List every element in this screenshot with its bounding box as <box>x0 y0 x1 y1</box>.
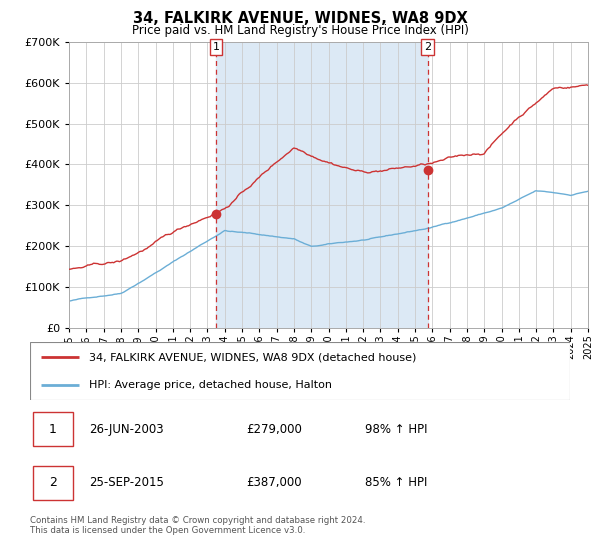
Text: 34, FALKIRK AVENUE, WIDNES, WA8 9DX (detached house): 34, FALKIRK AVENUE, WIDNES, WA8 9DX (det… <box>89 352 417 362</box>
Text: Price paid vs. HM Land Registry's House Price Index (HPI): Price paid vs. HM Land Registry's House … <box>131 24 469 36</box>
Text: 1: 1 <box>212 42 220 52</box>
Text: 2: 2 <box>424 42 431 52</box>
Text: Contains HM Land Registry data © Crown copyright and database right 2024.: Contains HM Land Registry data © Crown c… <box>30 516 365 525</box>
Bar <box>33 465 73 500</box>
Text: £279,000: £279,000 <box>246 423 302 436</box>
Text: HPI: Average price, detached house, Halton: HPI: Average price, detached house, Halt… <box>89 380 332 390</box>
Text: £387,000: £387,000 <box>246 476 302 489</box>
Text: 2: 2 <box>49 476 57 489</box>
Text: 26-JUN-2003: 26-JUN-2003 <box>89 423 164 436</box>
Text: 34, FALKIRK AVENUE, WIDNES, WA8 9DX: 34, FALKIRK AVENUE, WIDNES, WA8 9DX <box>133 11 467 26</box>
Bar <box>33 412 73 446</box>
Text: This data is licensed under the Open Government Licence v3.0.: This data is licensed under the Open Gov… <box>30 526 305 535</box>
Bar <box>216 42 428 328</box>
Text: 1: 1 <box>49 423 57 436</box>
Text: 85% ↑ HPI: 85% ↑ HPI <box>365 476 427 489</box>
Text: 25-SEP-2015: 25-SEP-2015 <box>89 476 164 489</box>
Text: 98% ↑ HPI: 98% ↑ HPI <box>365 423 427 436</box>
